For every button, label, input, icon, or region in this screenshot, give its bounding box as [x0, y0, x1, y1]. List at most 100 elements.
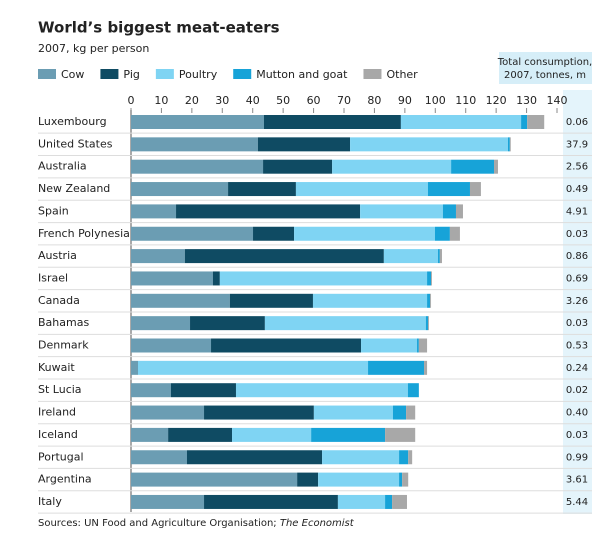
bar-segment	[131, 137, 258, 152]
y-tick-label: St Lucia	[38, 383, 82, 396]
source-text: Sources: UN Food and Agriculture Organis…	[38, 518, 277, 529]
table-value: 0.86	[566, 251, 588, 262]
table-header: Total consumption,	[497, 57, 592, 68]
bar-segment	[168, 427, 233, 442]
x-tick-label: 30	[215, 94, 229, 107]
bar-segment	[418, 338, 428, 353]
bar-segment	[212, 271, 220, 286]
y-tick-label: Austria	[38, 249, 77, 262]
x-tick-label: 100	[425, 94, 446, 107]
x-tick-label: 70	[337, 94, 351, 107]
bar-segment	[131, 293, 230, 308]
table-value: 0.03	[566, 229, 588, 240]
legend-swatch	[155, 69, 174, 79]
bar-segment	[190, 316, 265, 331]
y-tick-label: New Zealand	[38, 182, 110, 195]
bar-segment	[263, 115, 401, 129]
bar-segment	[494, 159, 498, 174]
bar-segment	[434, 226, 450, 241]
chart-subtitle: 2007, kg per person	[38, 42, 149, 55]
legend-label: Poultry	[179, 68, 218, 81]
bar-segment	[368, 360, 425, 375]
bar-segment	[264, 316, 426, 331]
y-tick-label: Kuwait	[38, 361, 75, 374]
legend-swatch	[38, 69, 56, 79]
bar-segment	[211, 338, 362, 353]
bar-segment	[385, 494, 393, 509]
bar-segment	[131, 450, 187, 465]
bar-segment	[232, 427, 312, 442]
x-tick-label: 80	[367, 94, 381, 107]
bar-segment	[235, 383, 408, 398]
bar-segment	[131, 494, 205, 509]
y-tick-label: Iceland	[38, 428, 78, 441]
legend-label: Other	[386, 68, 418, 81]
table-value: 0.02	[566, 385, 588, 396]
table-value: 0.40	[566, 408, 588, 419]
bar-segment	[430, 293, 432, 308]
bar-segment	[204, 405, 314, 420]
bar-segment	[170, 383, 236, 398]
bar-segment	[361, 338, 418, 353]
table-column	[563, 90, 592, 514]
y-tick-label: Argentina	[38, 473, 92, 486]
bar-segment	[294, 226, 435, 241]
bar-segment	[332, 159, 452, 174]
bar-segment	[131, 360, 138, 375]
bar-segment	[399, 450, 409, 465]
bar-segment	[438, 249, 440, 264]
table-value: 37.9	[566, 139, 588, 150]
legend-label: Mutton and goat	[256, 68, 348, 81]
bar-segment	[469, 182, 481, 197]
table-value: 2.56	[566, 162, 588, 173]
bar-segment	[131, 405, 205, 420]
bar-segment	[186, 450, 323, 465]
bar-segment	[439, 249, 442, 264]
table-value: 0.99	[566, 452, 588, 463]
bar-segment	[337, 494, 386, 509]
x-tick-label: 50	[276, 94, 290, 107]
x-tick-label: 90	[398, 94, 412, 107]
bar-segment	[400, 115, 522, 129]
table-value: 3.61	[566, 475, 588, 486]
x-tick-label: 140	[547, 94, 568, 107]
bar-segment	[137, 360, 369, 375]
bar-segment	[184, 249, 384, 264]
bar-segment	[427, 271, 432, 286]
legend-swatch	[233, 69, 252, 79]
y-tick-label: Bahamas	[38, 316, 89, 329]
bar-segment	[399, 472, 403, 487]
bar-segment	[219, 271, 428, 286]
bar-segment	[131, 271, 213, 286]
table-header: 2007, tonnes, m	[504, 70, 586, 81]
y-tick-label: Denmark	[38, 339, 89, 352]
table-value: 0.69	[566, 273, 588, 284]
bar-segment	[311, 427, 386, 442]
table-value: 0.03	[566, 430, 588, 441]
x-tick-label: 10	[154, 94, 168, 107]
y-tick-label: Portugal	[38, 450, 84, 463]
bar-segment	[509, 137, 511, 152]
table-value: 5.44	[566, 497, 588, 508]
bar-segment	[228, 182, 296, 197]
table-value: 3.26	[566, 296, 588, 307]
bar-segment	[131, 249, 185, 264]
bar-segment	[402, 472, 409, 487]
bar-segment	[313, 405, 393, 420]
table-header-box	[499, 52, 592, 84]
bar-segment	[297, 472, 319, 487]
bar-segment	[131, 383, 171, 398]
source-text: The Economist	[280, 518, 355, 529]
bar-segment	[295, 182, 428, 197]
y-tick-label: French Polynesia	[38, 227, 130, 240]
bar-segment	[455, 204, 463, 219]
table-value: 0.06	[566, 117, 588, 128]
x-tick-label: 20	[185, 94, 199, 107]
y-tick-label: Canada	[38, 294, 80, 307]
table-value: 4.91	[566, 206, 588, 217]
table-value: 0.24	[566, 363, 588, 374]
x-tick-label: 40	[246, 94, 260, 107]
y-tick-label: Italy	[38, 495, 62, 508]
